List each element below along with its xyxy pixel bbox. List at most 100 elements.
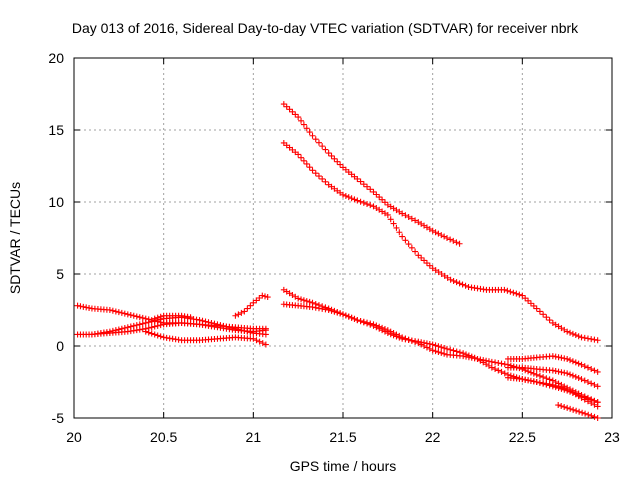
data-point (136, 321, 143, 328)
data-point (148, 318, 155, 325)
data-point (584, 335, 591, 342)
data-point (121, 325, 128, 331)
data-point (543, 314, 550, 321)
data-point (460, 350, 467, 357)
data-point (575, 392, 582, 399)
data-point (300, 121, 307, 128)
data-point (139, 314, 146, 321)
data-point (564, 404, 571, 411)
data-point (453, 348, 460, 355)
data-point (370, 188, 377, 195)
data-point (226, 324, 233, 331)
data-point (300, 297, 307, 304)
data-point (379, 327, 386, 334)
data-point (232, 312, 239, 319)
data-point (295, 114, 302, 121)
data-point (438, 232, 445, 239)
data-point (591, 367, 598, 374)
data-point (581, 394, 588, 401)
data-point (280, 101, 287, 108)
data-point (567, 371, 574, 378)
data-point (115, 309, 122, 316)
data-point (453, 239, 460, 246)
x-tick-label: 22 (425, 429, 441, 445)
data-point (322, 146, 329, 153)
data-point (552, 368, 559, 375)
data-point (588, 366, 595, 373)
data-point (223, 323, 230, 330)
data-point (533, 371, 540, 378)
data-point (360, 181, 367, 188)
data-point (306, 129, 313, 136)
data-point (540, 311, 547, 318)
x-tick-label: 22.5 (509, 429, 536, 445)
data-point (441, 233, 448, 240)
data-point (256, 338, 263, 345)
data-point (322, 178, 329, 185)
data-point (579, 409, 586, 416)
data-point (151, 315, 158, 322)
data-point (459, 281, 466, 288)
data-point (561, 369, 568, 376)
data-point (262, 325, 269, 332)
data-point (345, 313, 352, 320)
data-point (315, 305, 322, 312)
data-point (259, 292, 266, 299)
data-point (124, 311, 131, 318)
data-point (536, 379, 543, 386)
data-point (492, 359, 499, 366)
data-point (264, 294, 271, 301)
data-point (367, 202, 374, 209)
data-point (127, 323, 134, 330)
data-point (74, 302, 81, 309)
data-point (312, 170, 319, 177)
data-point (303, 125, 310, 132)
data-point (567, 329, 574, 336)
data-point (286, 106, 293, 113)
data-points (74, 101, 601, 421)
data-point (530, 302, 537, 309)
data-point (573, 407, 580, 414)
data-point (415, 338, 422, 345)
data-point (405, 336, 412, 343)
data-point (261, 293, 268, 300)
series-track-12 (504, 364, 601, 390)
data-point (312, 136, 319, 143)
data-point (364, 183, 371, 190)
data-point (133, 322, 140, 329)
data-point (447, 236, 454, 243)
data-point (402, 336, 409, 343)
data-point (495, 359, 502, 366)
data-point (591, 413, 598, 420)
data-point (364, 320, 371, 327)
data-point (154, 332, 161, 339)
data-point (229, 325, 236, 331)
data-point (569, 358, 576, 365)
data-point (298, 154, 305, 161)
data-point (250, 335, 257, 342)
data-point (387, 331, 394, 338)
data-point (408, 215, 415, 222)
data-point (519, 292, 526, 299)
data-point (594, 337, 601, 344)
data-point (118, 325, 125, 332)
data-point (148, 324, 155, 331)
data-point (127, 312, 134, 319)
data-point (567, 405, 574, 412)
data-point (139, 320, 146, 327)
data-point (130, 322, 137, 329)
data-point (151, 323, 158, 330)
data-point (584, 379, 591, 385)
data-point (453, 279, 460, 286)
data-point (462, 282, 469, 289)
series-track-7 (151, 312, 194, 322)
data-point (399, 335, 406, 342)
data-point (390, 332, 397, 339)
data-point (408, 244, 415, 251)
data-point (295, 295, 302, 302)
data-point (432, 342, 439, 349)
data-point (552, 384, 559, 391)
data-point (112, 327, 119, 334)
data-point (412, 217, 419, 224)
data-point (438, 349, 445, 356)
